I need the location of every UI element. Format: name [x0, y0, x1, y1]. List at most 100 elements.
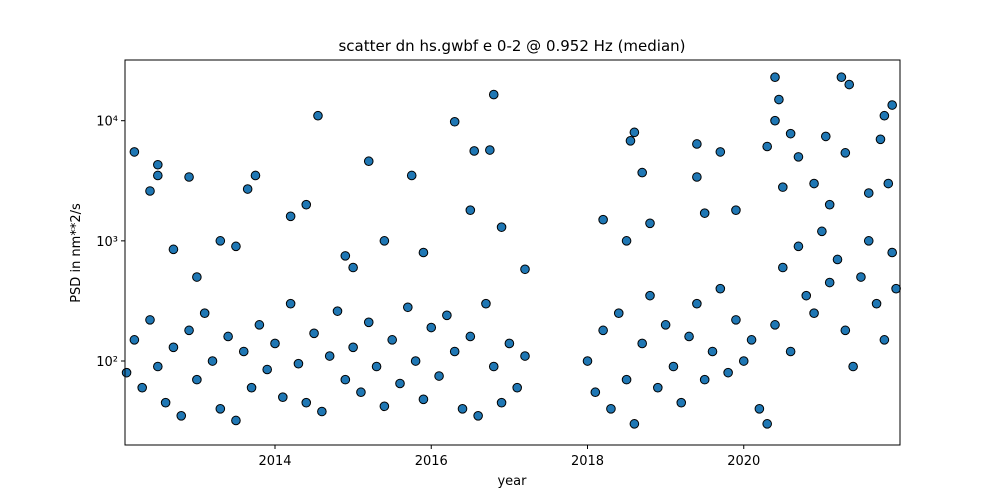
scatter-point	[762, 419, 772, 429]
scatter-point	[770, 72, 780, 83]
scatter-point	[356, 387, 366, 398]
scatter-point	[317, 406, 327, 417]
scatter-point	[192, 374, 202, 385]
scatter-point	[160, 397, 171, 408]
scatter-point	[731, 205, 741, 215]
scatter-point	[598, 325, 608, 336]
scatter-point	[637, 338, 647, 349]
scatter-point	[231, 415, 241, 426]
scatter-point	[883, 178, 894, 189]
scatter-point	[715, 283, 726, 294]
scatter-point	[504, 338, 515, 349]
scatter-point	[879, 335, 890, 345]
scatter-point	[457, 404, 468, 414]
scatter-point	[863, 236, 874, 246]
scatter-point	[817, 226, 827, 237]
scatter-point	[145, 186, 155, 196]
scatter-point	[207, 356, 218, 366]
scatter-point	[684, 331, 694, 342]
scatter-point	[778, 262, 788, 273]
scatter-point	[168, 244, 179, 255]
scatter-point	[692, 172, 702, 182]
scatter-point	[379, 236, 390, 246]
scatter-point	[250, 170, 261, 181]
scatter-point	[395, 378, 405, 389]
axes-frame	[124, 59, 901, 446]
scatter-point	[738, 356, 749, 366]
y-tick-label: 10²	[96, 355, 118, 370]
scatter-point	[824, 277, 835, 288]
scatter-point	[418, 394, 429, 405]
scatter-point	[645, 290, 655, 301]
plot-area	[121, 72, 901, 429]
scatter-point	[746, 335, 757, 345]
scatter-point	[844, 79, 855, 90]
x-tick-label: 2016	[415, 454, 448, 469]
scatter-point	[754, 404, 765, 414]
scatter-point	[801, 290, 812, 301]
scatter-point	[512, 382, 522, 393]
scatter-point	[238, 346, 249, 357]
scatter-point	[301, 199, 312, 210]
scatter-point	[668, 361, 679, 372]
scatter-point	[481, 298, 491, 309]
scatter-point	[891, 283, 901, 294]
scatter-point	[871, 298, 882, 309]
scatter-point	[692, 139, 702, 149]
scatter-point	[660, 320, 671, 330]
scatter-point	[488, 89, 499, 100]
scatter-point	[449, 116, 460, 127]
scatter-point	[840, 148, 851, 158]
scatter-point	[613, 308, 624, 318]
scatter-point	[496, 222, 507, 232]
scatter-point	[621, 374, 632, 385]
scatter-point	[137, 382, 147, 393]
scatter-point	[324, 351, 335, 361]
scatter-point	[348, 342, 358, 353]
scatter-point	[309, 328, 319, 339]
scatter-point	[363, 317, 374, 328]
scatter-point	[676, 397, 687, 408]
scatter-point	[184, 325, 194, 336]
scatter-point	[832, 254, 843, 265]
scatter-point	[332, 306, 343, 316]
scatter-point	[215, 404, 226, 414]
scatter-point	[129, 335, 140, 345]
scatter-point	[168, 342, 179, 353]
scatter-point	[793, 241, 804, 252]
scatter-point	[637, 167, 647, 178]
scatter-point	[887, 247, 897, 258]
scatter-point	[270, 338, 280, 349]
scatter-point	[293, 358, 304, 369]
scatter-point	[856, 272, 866, 282]
scatter-point	[215, 236, 226, 246]
y-tick-label: 10⁴	[96, 115, 118, 130]
scatter-point	[363, 156, 374, 167]
scatter-point	[770, 115, 780, 126]
scatter-point	[699, 374, 710, 385]
scatter-point	[242, 184, 253, 194]
scatter-point	[465, 205, 476, 215]
scatter-point	[473, 410, 483, 421]
scatter-point	[254, 320, 265, 330]
scatter-point	[231, 241, 241, 252]
scatter-point	[520, 264, 530, 275]
scatter-point	[520, 351, 530, 361]
scatter-point	[879, 110, 890, 121]
scatter-point	[629, 127, 640, 138]
scatter-point	[301, 397, 312, 408]
scatter-point	[590, 387, 601, 398]
scatter-point	[875, 134, 886, 145]
scatter-point	[778, 182, 788, 192]
scatter-point	[285, 298, 296, 309]
scatter-point	[488, 361, 499, 372]
scatter-point	[442, 310, 452, 321]
scatter-point	[145, 315, 155, 325]
scatter-point	[863, 188, 874, 198]
x-axis-label: year	[497, 474, 527, 489]
scatter-point	[625, 136, 636, 146]
scatter-point	[434, 371, 444, 381]
scatter-point	[262, 364, 272, 375]
scatter-point	[774, 94, 784, 105]
